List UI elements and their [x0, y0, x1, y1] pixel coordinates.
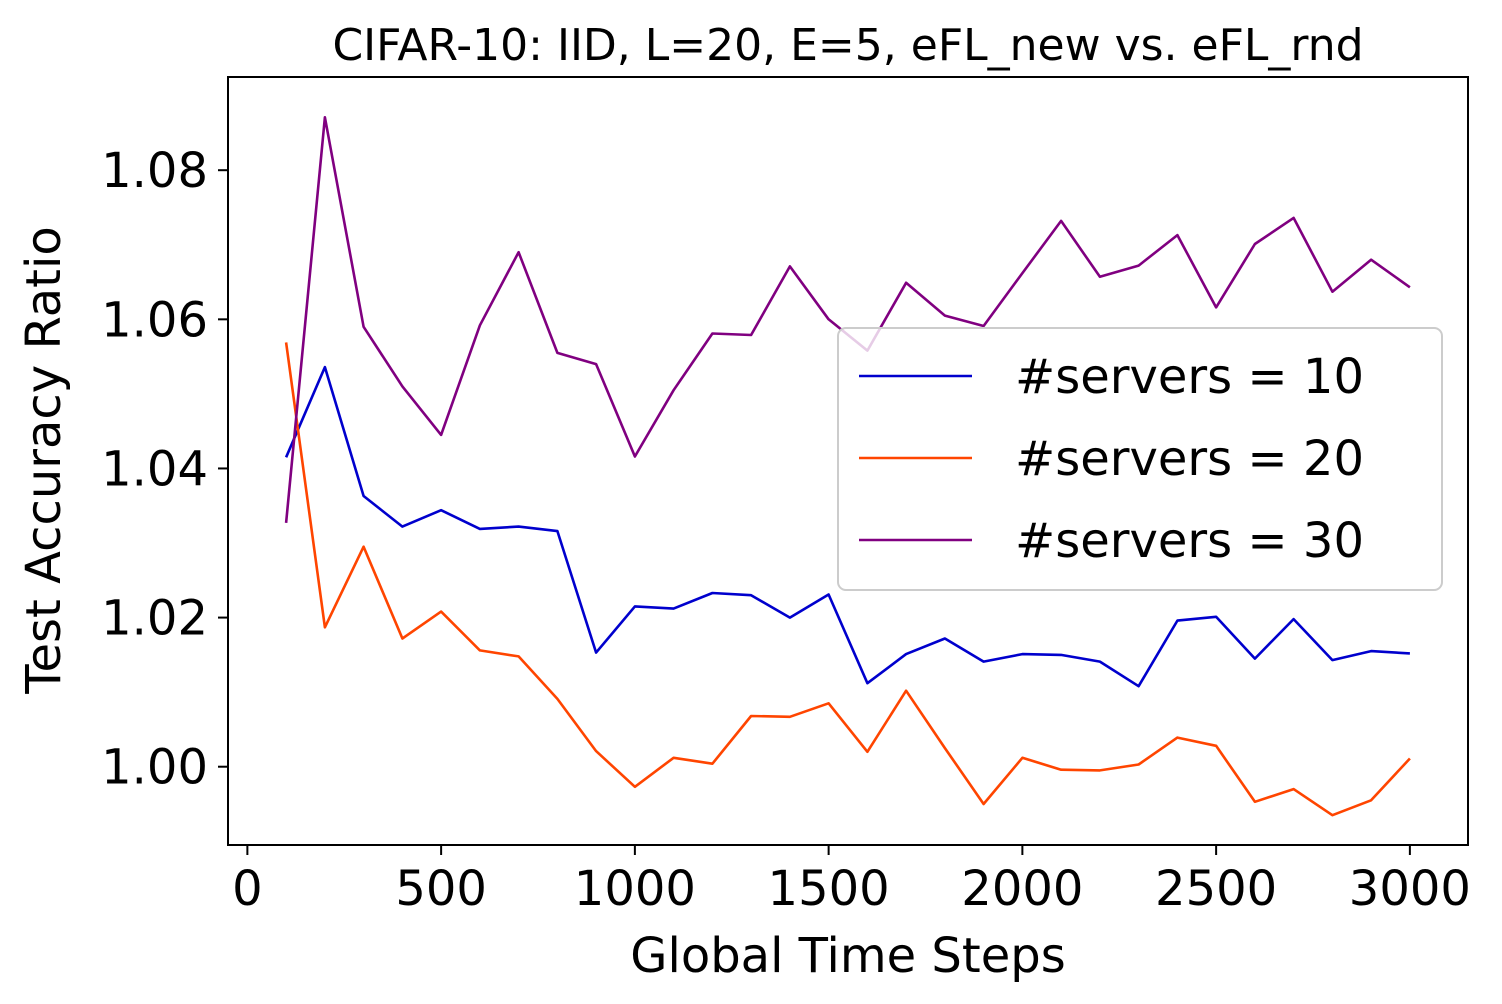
x-axis: 0 500 1000 1500 2000 2500 3000 [232, 845, 1471, 917]
series-line-2 [284, 342, 1411, 817]
y-axis: 1.00 1.02 1.04 1.06 1.08 [101, 143, 228, 796]
y-tick-label: 1.08 [101, 143, 208, 199]
x-tick-label: 2500 [1155, 861, 1277, 917]
x-axis-label: Global Time Steps [630, 928, 1065, 984]
legend-box [837, 327, 1443, 591]
x-tick-label: 3000 [1349, 861, 1471, 917]
y-tick-label: 1.02 [101, 591, 208, 647]
y-tick-label: 1.00 [101, 740, 208, 796]
x-tick-label: 2000 [961, 861, 1083, 917]
x-tick-label: 500 [395, 861, 487, 917]
y-tick-label: 1.06 [101, 292, 208, 348]
legend: #servers = 10 #servers = 20 #servers = 30 [837, 327, 1443, 591]
y-tick-label: 1.04 [101, 441, 208, 497]
chart-title: CIFAR-10: IID, L=20, E=5, eFL_new vs. eF… [332, 20, 1363, 71]
x-tick-label: 0 [232, 861, 263, 917]
plot-frame [227, 76, 1469, 846]
y-axis-label: Test Accuracy Ratio [16, 226, 72, 694]
legend-label-2: #servers = 20 [1015, 431, 1364, 487]
legend-label-1: #servers = 10 [1015, 349, 1364, 405]
x-tick-label: 1500 [768, 861, 890, 917]
x-tick-label: 1000 [574, 861, 696, 917]
series-line-1 [284, 365, 1410, 688]
legend-label-3: #servers = 30 [1015, 513, 1364, 569]
